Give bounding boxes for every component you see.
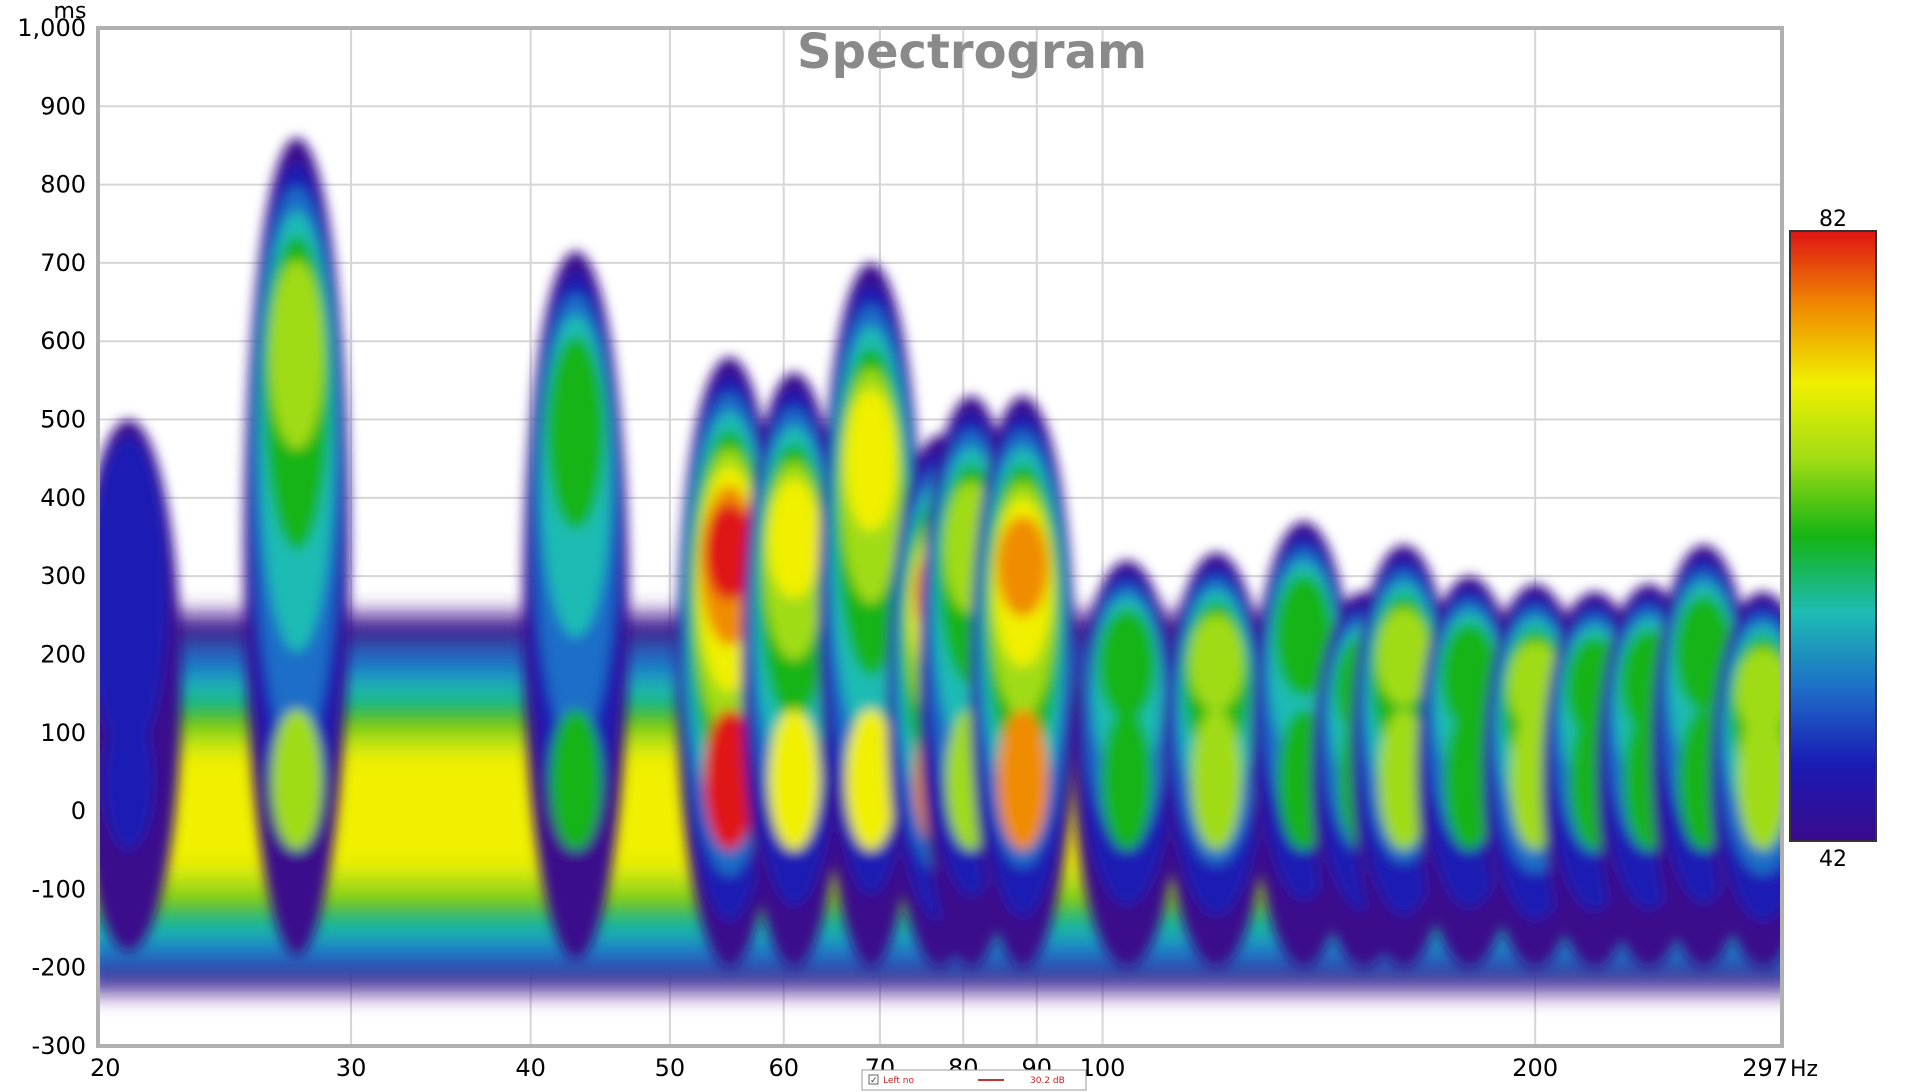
legend-frame xyxy=(861,1069,1087,1091)
x-axis-unit: Hz xyxy=(1790,1057,1818,1082)
y-tick-label: 100 xyxy=(40,719,86,747)
legend-checkbox[interactable] xyxy=(868,1074,879,1085)
peak-core xyxy=(997,709,1049,851)
y-tick-label: 600 xyxy=(40,327,86,355)
x-tick-label: 50 xyxy=(655,1054,686,1082)
legend-value: 30.2 dB xyxy=(1030,1076,1065,1086)
peak-layer xyxy=(1188,614,1244,711)
y-axis-ticks: 1,000 900 800 700 600 500 400 300 200 100 0 -100 -20… xyxy=(17,14,86,1060)
y-tick-label: 200 xyxy=(40,640,86,668)
peak-layer xyxy=(546,336,605,530)
y-tick-label: -300 xyxy=(32,1032,86,1060)
peak-core xyxy=(271,709,323,851)
peak-core xyxy=(1443,709,1495,851)
spectral-peak xyxy=(523,251,629,960)
y-axis-unit: ms xyxy=(54,0,87,24)
peak-core xyxy=(102,709,154,851)
plot-frame xyxy=(96,26,1784,1048)
peak-core xyxy=(845,709,897,851)
spectral-peak xyxy=(1074,560,1180,968)
y-tick-label: 1,000 xyxy=(17,14,86,42)
x-axis-ticks: 20 30 40 50 60 70 80 90 100 200 297 xyxy=(90,1054,1788,1082)
peak-core xyxy=(703,709,755,851)
peak-layer xyxy=(98,435,169,755)
spectral-peak xyxy=(970,396,1076,968)
peak-layer xyxy=(1440,623,1499,730)
x-tick-label: 40 xyxy=(515,1054,546,1082)
spectral-peak xyxy=(741,372,847,968)
spectral-peak xyxy=(244,137,350,956)
peak-core xyxy=(1101,709,1153,851)
y-tick-label: 800 xyxy=(40,171,86,199)
y-tick-label: 700 xyxy=(40,249,86,277)
peak-layer xyxy=(1274,574,1333,697)
x-tick-label: 297 xyxy=(1742,1054,1788,1082)
x-tick-label: 200 xyxy=(1512,1054,1558,1082)
peak-core xyxy=(1190,709,1242,851)
spectrogram-heatmap xyxy=(98,137,1782,992)
peak-core xyxy=(550,709,602,851)
color-scale-max-label: 82 xyxy=(1819,207,1847,232)
x-tick-label: 30 xyxy=(336,1054,367,1082)
chart-title: Spectrogram xyxy=(797,24,1147,80)
peak-layer xyxy=(844,389,898,531)
y-tick-label: 400 xyxy=(40,484,86,512)
color-scale-bar: 82 42 xyxy=(1789,207,1877,872)
peak-core xyxy=(1737,709,1782,851)
y-tick-label: 300 xyxy=(40,562,86,590)
peak-layer xyxy=(269,260,325,450)
legend-check-mark: ✓ xyxy=(870,1076,878,1086)
spectral-peak xyxy=(1710,591,1782,968)
x-tick-label: 60 xyxy=(768,1054,799,1082)
legend-box[interactable]: ✓ Left no 30.2 dB xyxy=(861,1069,1087,1091)
peak-layer xyxy=(1098,609,1156,721)
y-tick-label: 500 xyxy=(40,406,86,434)
peak-layer xyxy=(767,479,821,599)
color-scale-min-label: 42 xyxy=(1819,847,1847,872)
peak-core xyxy=(768,709,820,851)
heatmap-peaks xyxy=(98,137,1782,968)
color-scale-gradient-bar xyxy=(1789,230,1877,842)
peak-core xyxy=(1378,709,1430,851)
y-tick-label: -200 xyxy=(32,954,86,982)
y-tick-label: 900 xyxy=(40,92,86,120)
peak-layer xyxy=(996,516,1049,617)
y-tick-label: 0 xyxy=(71,797,86,825)
x-tick-label: 100 xyxy=(1080,1054,1126,1082)
spectral-peak xyxy=(1163,552,1270,968)
legend-series-name: Left no xyxy=(883,1076,914,1086)
y-tick-label: -100 xyxy=(32,875,86,903)
peak-layer xyxy=(1376,608,1432,706)
peak-layer xyxy=(704,503,755,600)
spectral-peak xyxy=(98,419,182,952)
x-tick-label: 20 xyxy=(90,1054,121,1082)
